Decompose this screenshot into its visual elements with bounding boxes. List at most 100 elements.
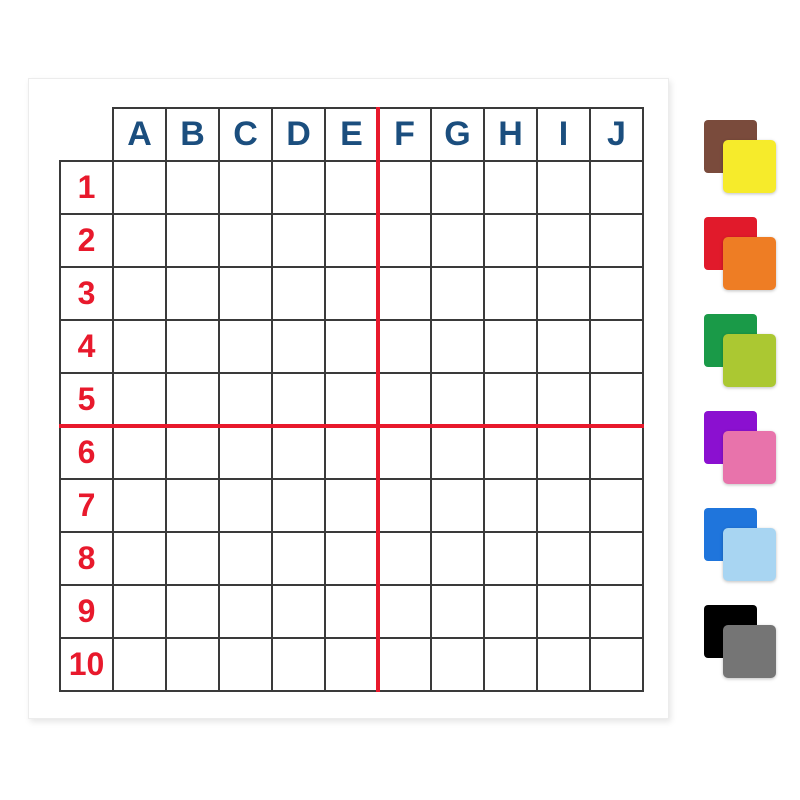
grid-cell-B2[interactable]: [167, 215, 220, 268]
grid-cell-D3[interactable]: [273, 268, 326, 321]
grid-cell-E9[interactable]: [326, 586, 379, 639]
grid-cell-G2[interactable]: [432, 215, 485, 268]
grid-cell-B1[interactable]: [167, 162, 220, 215]
grid-cell-D5[interactable]: [273, 374, 326, 427]
grid-cell-A1[interactable]: [114, 162, 167, 215]
grid-cell-G8[interactable]: [432, 533, 485, 586]
swatch-blue-lightblue-front-square[interactable]: [723, 528, 776, 581]
grid-cell-D9[interactable]: [273, 586, 326, 639]
grid-cell-I10[interactable]: [538, 639, 591, 690]
grid-cell-C9[interactable]: [220, 586, 273, 639]
grid-cell-H2[interactable]: [485, 215, 538, 268]
grid-cell-C7[interactable]: [220, 480, 273, 533]
grid-cell-E6[interactable]: [326, 427, 379, 480]
grid-cell-H9[interactable]: [485, 586, 538, 639]
grid-cell-C3[interactable]: [220, 268, 273, 321]
grid-cell-B8[interactable]: [167, 533, 220, 586]
grid-cell-D7[interactable]: [273, 480, 326, 533]
grid-cell-A9[interactable]: [114, 586, 167, 639]
grid-cell-C2[interactable]: [220, 215, 273, 268]
grid-cell-I7[interactable]: [538, 480, 591, 533]
grid-cell-F7[interactable]: [379, 480, 432, 533]
grid-cell-B7[interactable]: [167, 480, 220, 533]
grid-cell-F5[interactable]: [379, 374, 432, 427]
grid-cell-G1[interactable]: [432, 162, 485, 215]
grid-cell-A2[interactable]: [114, 215, 167, 268]
swatch-brown-yellow-front-square[interactable]: [723, 140, 776, 193]
grid-cell-E1[interactable]: [326, 162, 379, 215]
grid-cell-H7[interactable]: [485, 480, 538, 533]
grid-cell-A6[interactable]: [114, 427, 167, 480]
grid-cell-B10[interactable]: [167, 639, 220, 690]
grid-cell-G6[interactable]: [432, 427, 485, 480]
grid-cell-J8[interactable]: [591, 533, 642, 586]
grid-cell-H5[interactable]: [485, 374, 538, 427]
grid-cell-F1[interactable]: [379, 162, 432, 215]
grid-cell-G10[interactable]: [432, 639, 485, 690]
grid-cell-I2[interactable]: [538, 215, 591, 268]
swatch-black-gray-front-square[interactable]: [723, 625, 776, 678]
grid-cell-C1[interactable]: [220, 162, 273, 215]
grid-cell-G5[interactable]: [432, 374, 485, 427]
grid-cell-H10[interactable]: [485, 639, 538, 690]
grid-cell-B9[interactable]: [167, 586, 220, 639]
grid-cell-B4[interactable]: [167, 321, 220, 374]
grid-cell-J1[interactable]: [591, 162, 642, 215]
grid-cell-G9[interactable]: [432, 586, 485, 639]
grid-cell-D10[interactable]: [273, 639, 326, 690]
grid-cell-C4[interactable]: [220, 321, 273, 374]
swatch-purple-pink-front-square[interactable]: [723, 431, 776, 484]
grid-cell-J6[interactable]: [591, 427, 642, 480]
grid-cell-A8[interactable]: [114, 533, 167, 586]
grid-cell-E2[interactable]: [326, 215, 379, 268]
grid-cell-I8[interactable]: [538, 533, 591, 586]
grid-cell-F6[interactable]: [379, 427, 432, 480]
grid-cell-I5[interactable]: [538, 374, 591, 427]
grid-cell-E7[interactable]: [326, 480, 379, 533]
grid-cell-H8[interactable]: [485, 533, 538, 586]
grid-cell-D2[interactable]: [273, 215, 326, 268]
grid-cell-J10[interactable]: [591, 639, 642, 690]
grid-cell-F2[interactable]: [379, 215, 432, 268]
grid-cell-E10[interactable]: [326, 639, 379, 690]
grid-cell-I4[interactable]: [538, 321, 591, 374]
grid-cell-A7[interactable]: [114, 480, 167, 533]
grid-cell-J5[interactable]: [591, 374, 642, 427]
grid-cell-D6[interactable]: [273, 427, 326, 480]
grid-cell-C10[interactable]: [220, 639, 273, 690]
swatch-red-orange-front-square[interactable]: [723, 237, 776, 290]
grid-cell-D8[interactable]: [273, 533, 326, 586]
grid-cell-A10[interactable]: [114, 639, 167, 690]
grid-cell-J3[interactable]: [591, 268, 642, 321]
grid-cell-I6[interactable]: [538, 427, 591, 480]
grid-cell-F3[interactable]: [379, 268, 432, 321]
grid-cell-A5[interactable]: [114, 374, 167, 427]
grid-cell-H4[interactable]: [485, 321, 538, 374]
grid-cell-A3[interactable]: [114, 268, 167, 321]
grid-cell-J9[interactable]: [591, 586, 642, 639]
grid-cell-G7[interactable]: [432, 480, 485, 533]
grid-cell-A4[interactable]: [114, 321, 167, 374]
grid-cell-J2[interactable]: [591, 215, 642, 268]
grid-cell-B5[interactable]: [167, 374, 220, 427]
grid-cell-G3[interactable]: [432, 268, 485, 321]
grid-cell-E8[interactable]: [326, 533, 379, 586]
grid-cell-F8[interactable]: [379, 533, 432, 586]
grid-cell-F10[interactable]: [379, 639, 432, 690]
grid-cell-I9[interactable]: [538, 586, 591, 639]
grid-cell-E4[interactable]: [326, 321, 379, 374]
grid-cell-D1[interactable]: [273, 162, 326, 215]
grid-cell-F9[interactable]: [379, 586, 432, 639]
swatch-green-lime-front-square[interactable]: [723, 334, 776, 387]
grid-cell-H1[interactable]: [485, 162, 538, 215]
grid-cell-C5[interactable]: [220, 374, 273, 427]
grid-cell-E5[interactable]: [326, 374, 379, 427]
grid-cell-F4[interactable]: [379, 321, 432, 374]
grid-cell-J7[interactable]: [591, 480, 642, 533]
grid-cell-B6[interactable]: [167, 427, 220, 480]
grid-cell-C6[interactable]: [220, 427, 273, 480]
grid-cell-H6[interactable]: [485, 427, 538, 480]
grid-cell-E3[interactable]: [326, 268, 379, 321]
grid-cell-I3[interactable]: [538, 268, 591, 321]
grid-cell-I1[interactable]: [538, 162, 591, 215]
